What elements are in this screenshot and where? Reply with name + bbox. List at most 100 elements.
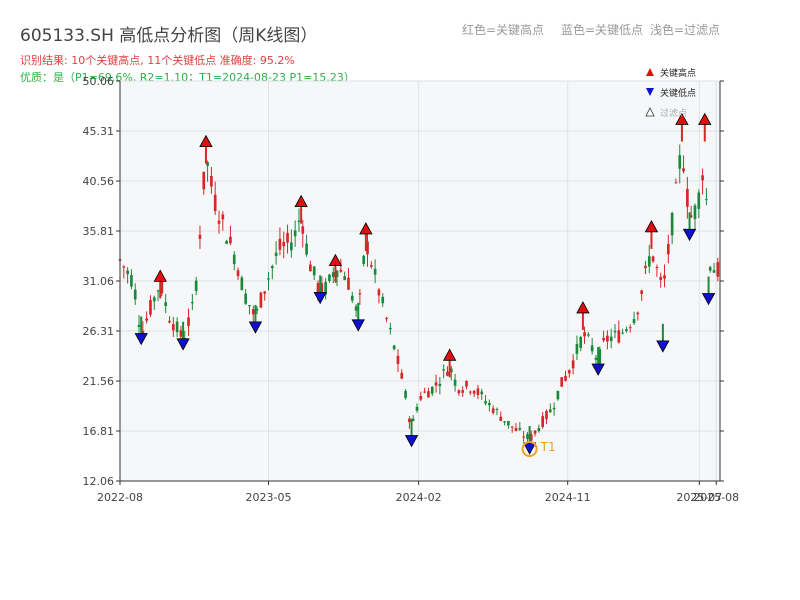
legend-marker-high [646,68,654,76]
key-high-marker [328,253,343,266]
candle-body [625,329,628,331]
key-high-marker [698,112,712,125]
legend-label: 过滤点 [660,107,687,119]
key-high-marker [442,348,457,361]
candle-body [476,388,480,395]
candle-body [274,252,278,257]
y-tick-label: 45.31 [83,125,115,138]
candle-body [465,381,468,387]
legend-label: 关键低点 [660,87,696,99]
candle-body [354,306,358,311]
candle-body [137,324,141,328]
candle-body [389,327,392,330]
key-high-marker [675,112,689,125]
candle-body [369,265,373,267]
candle-body [411,418,415,421]
candle-body [587,334,590,336]
candle-body [621,332,624,334]
x-tick-label: 2022-08 [97,491,143,504]
candle-body [560,377,564,387]
candle-body [202,171,206,190]
candle-body [510,426,514,428]
t1-label: T1 [540,440,556,454]
candle-body [347,277,350,290]
candle-body [689,215,693,217]
candle-body [583,332,586,337]
candle-body [514,427,518,431]
candle-body [567,370,571,374]
candle-body [712,270,716,273]
candle-body [609,336,613,341]
candle-body [152,297,156,302]
candle-body [263,291,267,294]
candle-body [480,391,484,395]
y-tick-label: 21.56 [83,375,115,388]
key-high-marker [359,222,373,235]
candle-body [343,276,346,280]
key-low-marker [313,292,327,305]
candle-body [457,390,461,394]
t1-ring [521,440,538,457]
candle-body [499,416,503,421]
candle-body [335,270,339,278]
candle-body [461,390,465,393]
candle-body [579,336,583,349]
key-low-marker [176,338,190,351]
legend-marker-low [646,88,654,96]
candle-body [434,382,438,386]
key-low-marker [656,340,670,353]
candle-body [682,168,685,172]
candle-body [305,243,308,255]
candle-body [229,236,232,244]
candle-body [693,205,697,220]
legend-text-red: 红色=关键高点 [462,23,545,37]
y-tick-label: 35.81 [83,225,115,238]
candle-body [366,241,369,255]
candle-body [377,289,381,296]
key-high-marker [294,194,308,208]
candle-body [168,320,171,323]
candle-body [686,188,689,207]
candle-body [175,321,179,333]
key-low-marker [591,363,605,376]
candle-body [491,408,495,414]
candle-body [571,360,575,369]
candle-body [316,283,320,293]
legend-text-filter: 浅色=过滤点 [650,23,721,37]
candle-body [187,317,190,326]
candle-body [122,266,126,268]
candle-body [149,299,152,315]
y-tick-label: 31.06 [83,275,115,288]
candle-body [206,162,209,166]
candle-body [293,230,297,237]
candle-body [594,357,598,360]
candle-body [213,194,217,212]
candle-body [404,390,407,398]
candle-body [419,396,423,400]
candle-body [529,434,533,441]
candle-body [278,238,282,250]
candle-body [290,242,293,251]
candle-body [503,421,506,423]
candle-body [198,234,202,239]
key-high-marker [153,269,167,282]
candle-body [613,330,617,333]
candle-body [484,400,487,404]
candle-body [171,324,175,331]
x-tick-label: 2025-07 [676,491,722,504]
y-tick-label: 50.06 [83,75,115,88]
candle-body [606,335,609,342]
candle-body [651,256,655,262]
candle-body [400,372,404,379]
candle-body [449,368,453,373]
candle-body [396,355,400,364]
candle-body [392,345,396,350]
candle-body [697,192,701,209]
candle-body [632,319,636,324]
x-tick-label: 2024-02 [396,491,442,504]
candle-body [556,390,560,400]
candle-body [297,220,301,223]
candle-body [438,383,442,387]
candle-body [446,371,449,376]
candle-body [674,182,678,184]
